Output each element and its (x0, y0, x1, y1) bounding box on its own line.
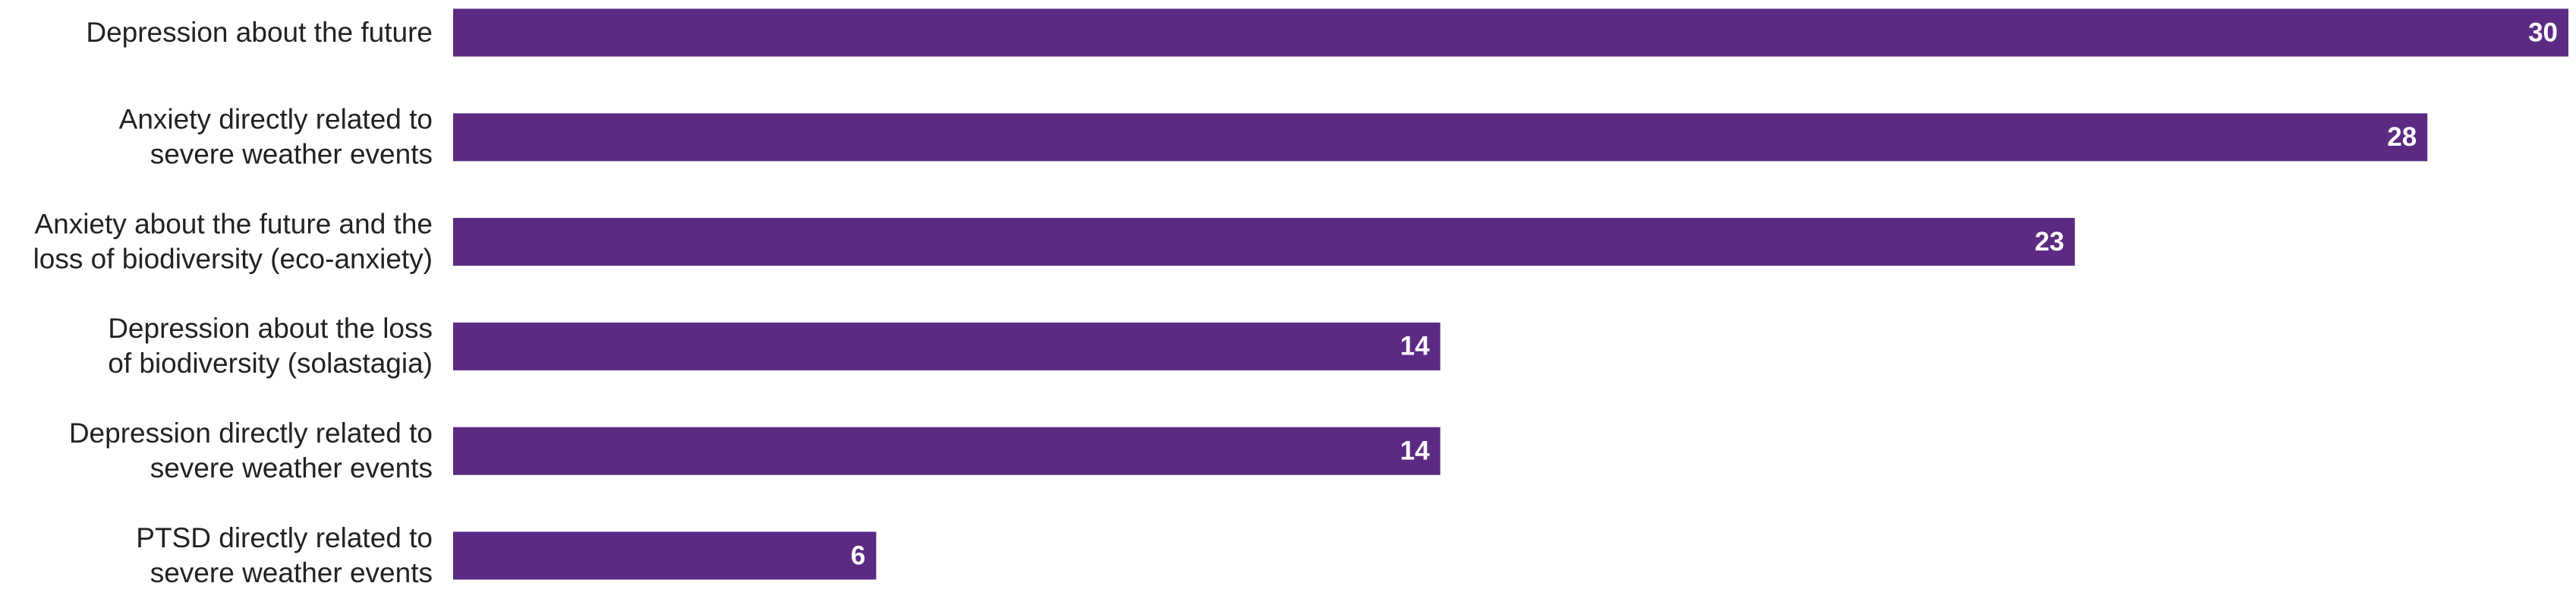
bar (453, 427, 1441, 475)
category-label: Depression directly related to (69, 418, 433, 449)
category-label: severe weather events (150, 139, 433, 170)
bar (453, 218, 2075, 266)
value-label: 30 (2528, 17, 2558, 47)
value-label: 28 (2387, 122, 2417, 152)
bar (453, 113, 2428, 162)
category-label: Depression about the loss (108, 313, 433, 344)
bar (453, 8, 2568, 57)
value-label: 6 (851, 540, 865, 570)
value-label: 14 (1400, 332, 1430, 361)
bar (453, 322, 1441, 370)
category-label: loss of biodiversity (eco-anxiety) (33, 243, 433, 274)
category-label: Anxiety about the future and the (34, 208, 433, 239)
category-label: severe weather events (150, 452, 433, 484)
category-label: Anxiety directly related to (119, 104, 433, 135)
category-label: severe weather events (150, 557, 433, 588)
category-label: Depression about the future (86, 17, 433, 48)
bar (453, 531, 877, 580)
value-label: 23 (2035, 227, 2064, 257)
category-label: of biodiversity (solastagia) (108, 348, 433, 379)
value-label: 14 (1400, 436, 1430, 465)
category-label: PTSD directly related to (136, 522, 433, 553)
